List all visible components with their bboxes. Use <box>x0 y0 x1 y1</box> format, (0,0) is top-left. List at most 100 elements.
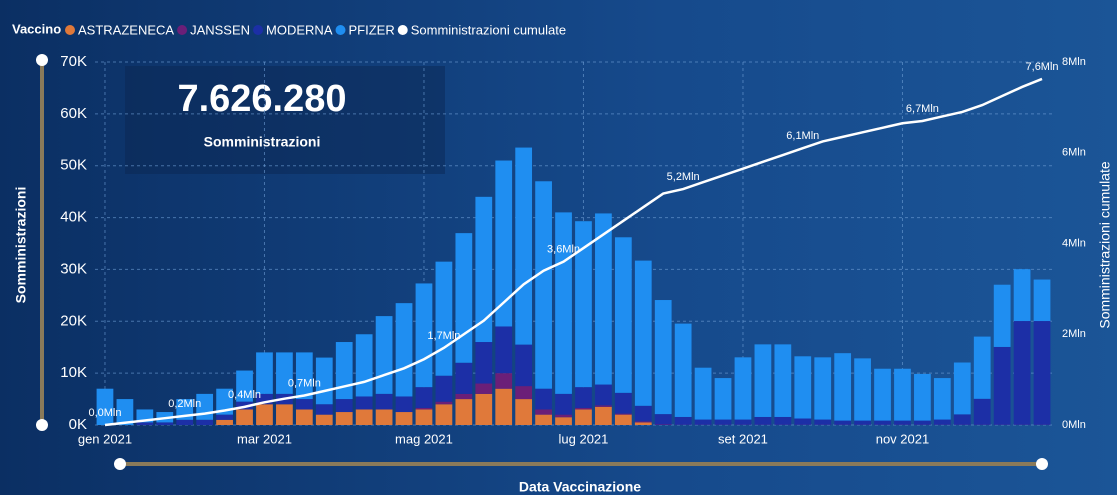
bar <box>495 160 513 327</box>
slider-handle[interactable] <box>36 54 48 66</box>
bar <box>515 147 533 345</box>
data-label: 0,2Mln <box>168 398 201 410</box>
data-label: 7,6Mln <box>1026 61 1059 73</box>
bar <box>914 420 931 425</box>
bar <box>216 388 233 415</box>
y2-tick-label: 2Mln <box>1062 328 1086 340</box>
bar <box>495 388 513 425</box>
bar <box>375 393 393 410</box>
bar <box>834 420 852 425</box>
bar <box>515 386 533 400</box>
bar <box>874 368 891 421</box>
bar <box>654 424 672 425</box>
slider-handle[interactable] <box>1036 458 1048 470</box>
legend-marker <box>397 25 408 35</box>
y2-tick-label: 8Mln <box>1062 56 1086 68</box>
bar <box>515 399 533 425</box>
bar <box>415 387 433 408</box>
kpi-value: 7.626.280 <box>177 78 346 120</box>
slider-handle[interactable] <box>114 458 126 470</box>
y-tick-label: 60K <box>60 105 87 122</box>
bar <box>96 388 114 425</box>
legend-label: JANSSEN <box>190 22 250 37</box>
bar <box>335 342 353 400</box>
bar <box>375 409 393 425</box>
legend-title: Vaccino <box>12 21 61 36</box>
bar <box>475 383 493 394</box>
bar <box>993 284 1011 347</box>
bar <box>555 393 572 415</box>
x-axis-title: Data Vaccinazione <box>519 479 641 495</box>
bar <box>515 344 533 387</box>
bar <box>595 213 612 385</box>
bar <box>634 260 652 406</box>
bar <box>933 419 951 425</box>
bar <box>953 414 971 425</box>
bar <box>894 368 911 421</box>
bar <box>196 419 214 425</box>
bar <box>874 420 891 425</box>
bar <box>435 401 453 405</box>
bar <box>455 399 473 425</box>
legend-label: MODERNA <box>266 22 333 37</box>
bar <box>575 221 592 388</box>
kpi-label: Somministrazioni <box>204 134 321 150</box>
bar <box>415 407 433 410</box>
data-label: 3,6Mln <box>547 244 580 256</box>
data-label: 6,1Mln <box>786 130 819 142</box>
bar <box>335 399 353 413</box>
bar <box>295 399 313 410</box>
bar <box>495 326 513 374</box>
bar <box>654 300 672 415</box>
data-label: 6,7Mln <box>906 103 939 115</box>
bar <box>973 398 991 425</box>
bar <box>555 414 572 418</box>
bar <box>714 419 732 425</box>
y-axis-title: Somministrazioni <box>13 187 29 304</box>
bar <box>714 378 732 420</box>
bar <box>276 404 293 425</box>
bar <box>634 422 652 425</box>
bar <box>575 407 592 410</box>
bar <box>634 405 652 422</box>
bar <box>754 416 772 425</box>
data-label: 0,0Mln <box>88 407 121 419</box>
bar <box>435 404 453 425</box>
x-tick-label: set 2021 <box>718 431 768 446</box>
bar <box>834 353 852 421</box>
bar <box>993 346 1011 425</box>
bar <box>435 261 453 376</box>
legend-marker <box>335 25 346 35</box>
bar <box>156 422 174 425</box>
bar <box>236 409 253 425</box>
bar <box>694 419 712 425</box>
bar <box>176 419 194 425</box>
y2-axis-title: Somministrazioni cumulate <box>1097 161 1113 328</box>
bar <box>894 420 911 425</box>
bar <box>754 344 772 417</box>
bar <box>614 413 632 415</box>
bar <box>575 409 592 425</box>
bar <box>355 409 373 425</box>
legend-marker <box>253 25 264 35</box>
bar <box>216 414 233 420</box>
bar <box>495 373 513 389</box>
data-label: 0,7Mln <box>288 377 321 389</box>
y2-tick-label: 0Mln <box>1062 419 1086 431</box>
y-tick-label: 40K <box>60 209 87 226</box>
y-tick-label: 30K <box>60 260 87 277</box>
y-tick-label: 20K <box>60 312 87 329</box>
bar <box>674 416 692 425</box>
bar <box>973 336 991 399</box>
legend-label: PFIZER <box>349 22 395 37</box>
bar <box>256 352 273 394</box>
bar <box>654 414 672 425</box>
data-label: 5,2Mln <box>667 171 700 183</box>
legend-label: Somministrazioni cumulate <box>411 22 566 37</box>
legend-marker <box>177 25 188 35</box>
bar <box>535 181 552 389</box>
data-label: 1,7Mln <box>427 330 460 342</box>
bar <box>674 323 692 417</box>
slider-handle[interactable] <box>36 419 48 431</box>
